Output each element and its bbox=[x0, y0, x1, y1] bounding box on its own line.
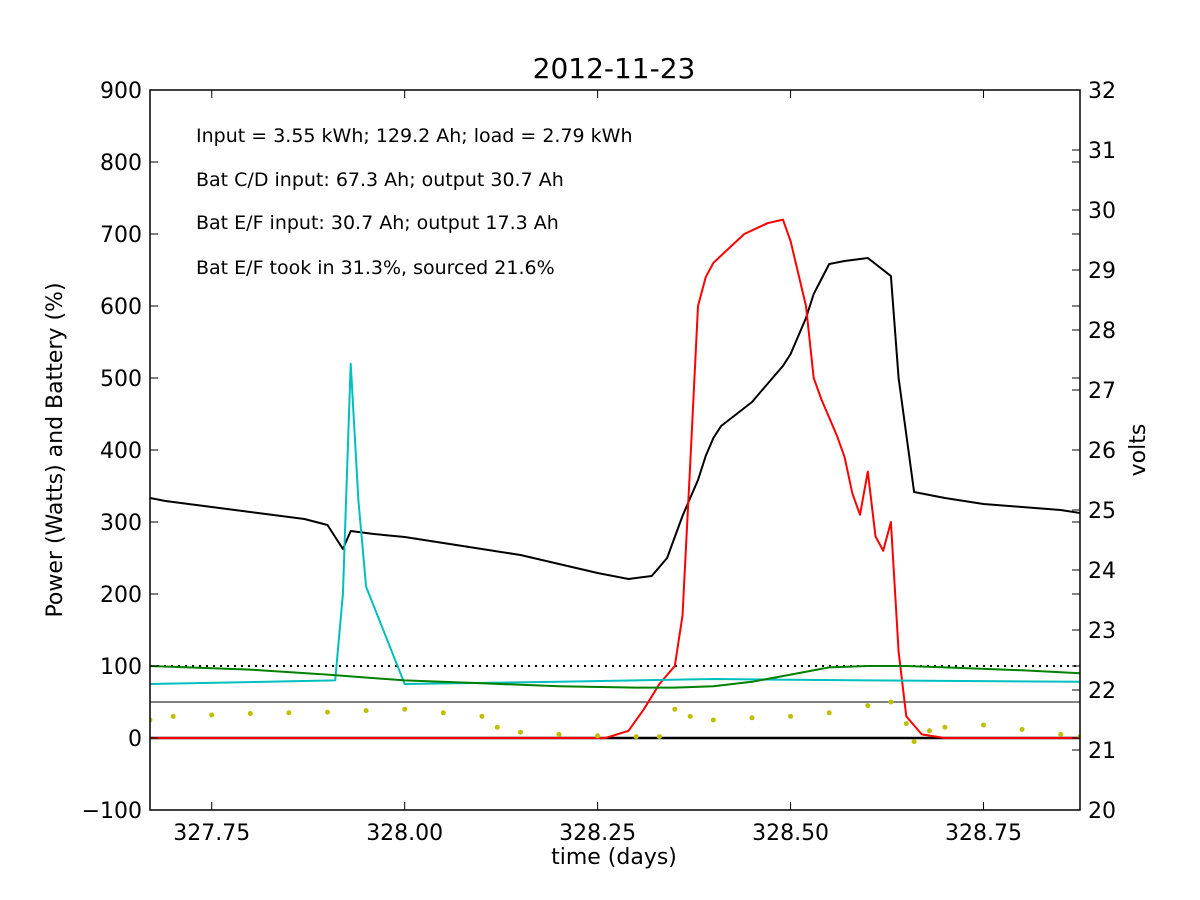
y2-axis-label: volts bbox=[1126, 424, 1151, 477]
y2-tick-label: 23 bbox=[1088, 619, 1116, 644]
y-tick-label: 300 bbox=[100, 511, 142, 536]
series-layer bbox=[150, 218, 1080, 745]
series-4-point bbox=[865, 703, 871, 709]
series-4-point bbox=[911, 739, 917, 745]
series-4-point bbox=[479, 713, 485, 719]
x-tick-label: 328.25 bbox=[559, 821, 636, 846]
series-4-point bbox=[749, 715, 755, 721]
x-axis-label: time (days) bbox=[551, 845, 677, 870]
annotation-bat-cd: Bat C/D input: 67.3 Ah; output 30.7 Ah bbox=[196, 169, 564, 191]
y2-tick-label: 20 bbox=[1088, 799, 1116, 824]
y-tick-label: 600 bbox=[100, 295, 142, 320]
y2-tick-label: 31 bbox=[1088, 139, 1116, 164]
y2-tick-label: 22 bbox=[1088, 679, 1116, 704]
series-4-point bbox=[1019, 726, 1025, 732]
series-4-point bbox=[325, 709, 330, 715]
series-4-point bbox=[687, 713, 693, 719]
chart-title: 2012-11-23 bbox=[533, 52, 696, 85]
series-4-point bbox=[656, 734, 662, 740]
series-4-point bbox=[247, 711, 253, 716]
series-4-point bbox=[927, 728, 932, 734]
y-axis-left: −100 0 100 200 300 400 500 600 700 800 900 bbox=[82, 79, 1080, 824]
series-4-point bbox=[981, 722, 986, 728]
y-tick-label: 0 bbox=[128, 727, 142, 752]
series-4-point bbox=[633, 734, 639, 740]
y-tick-label: −100 bbox=[82, 799, 142, 824]
y2-tick-label: 25 bbox=[1088, 499, 1116, 524]
x-tick-label: 328.00 bbox=[366, 821, 443, 846]
y-axis-right: 20 21 22 23 24 25 26 27 28 29 30 31 32 bbox=[1072, 79, 1116, 824]
y-tick-label: 500 bbox=[100, 367, 142, 392]
series-4-point bbox=[518, 729, 523, 735]
series-4-point bbox=[942, 724, 948, 730]
x-tick-label: 328.75 bbox=[945, 821, 1022, 846]
series-4-point bbox=[903, 721, 909, 727]
series-3-line bbox=[150, 665, 1080, 689]
y2-tick-label: 32 bbox=[1088, 79, 1116, 104]
series-4-point bbox=[402, 706, 408, 712]
y2-tick-label: 26 bbox=[1088, 439, 1116, 464]
y-tick-label: 700 bbox=[100, 223, 142, 248]
y2-tick-label: 29 bbox=[1088, 259, 1116, 284]
series-4-point bbox=[209, 712, 215, 718]
series-1-line bbox=[150, 218, 1080, 739]
series-4-point bbox=[363, 708, 369, 714]
series-0-line bbox=[150, 257, 1080, 580]
series-4-point bbox=[440, 710, 446, 716]
series-4-point bbox=[595, 733, 601, 739]
series-4-point bbox=[1058, 731, 1064, 737]
annotation-bat-ef-percent: Bat E/F took in 31.3%, sourced 21.6% bbox=[196, 257, 555, 279]
y2-tick-label: 30 bbox=[1088, 199, 1116, 224]
series-4-point bbox=[170, 713, 176, 719]
y-tick-label: 100 bbox=[100, 655, 142, 680]
y-tick-label: 200 bbox=[100, 583, 142, 608]
y2-tick-label: 24 bbox=[1088, 559, 1116, 584]
series-4-point bbox=[286, 710, 292, 716]
x-tick-label: 327.75 bbox=[173, 821, 250, 846]
series-4-point bbox=[710, 717, 716, 723]
annotation-bat-ef: Bat E/F input: 30.7 Ah; output 17.3 Ah bbox=[196, 212, 559, 234]
series-4-point bbox=[556, 731, 562, 737]
series-4-point bbox=[888, 699, 894, 705]
x-tick-label: 328.50 bbox=[752, 821, 829, 846]
x-axis: 327.75 328.00 328.25 328.50 328.75 bbox=[173, 90, 1022, 846]
y-tick-label: 900 bbox=[100, 79, 142, 104]
y2-tick-label: 28 bbox=[1088, 319, 1116, 344]
y-axis-label: Power (Watts) and Battery (%) bbox=[43, 282, 68, 617]
series-4-dots bbox=[150, 699, 1080, 745]
series-4-point bbox=[494, 724, 500, 730]
series-4-point bbox=[672, 706, 678, 712]
y2-tick-label: 21 bbox=[1088, 739, 1116, 764]
y-tick-label: 400 bbox=[100, 439, 142, 464]
series-4-point bbox=[826, 710, 832, 716]
y-tick-label: 800 bbox=[100, 151, 142, 176]
annotation-input: Input = 3.55 kWh; 129.2 Ah; load = 2.79 … bbox=[196, 125, 633, 147]
y2-tick-label: 27 bbox=[1088, 379, 1116, 404]
series-4-point bbox=[788, 713, 794, 719]
